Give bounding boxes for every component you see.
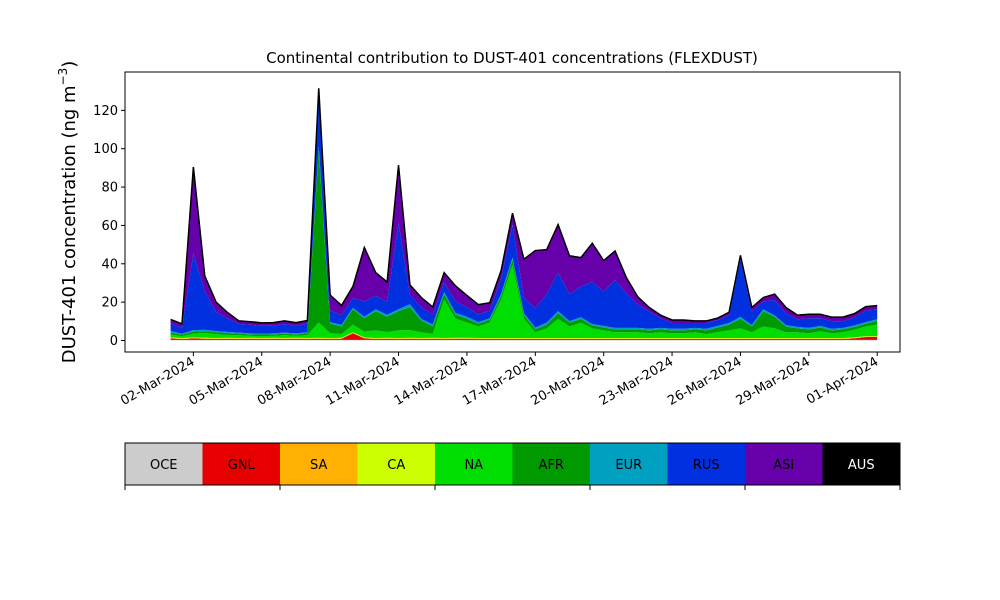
x-tick-label: 23-Mar-2024 (597, 354, 676, 408)
legend-swatch-gnl (202, 443, 280, 485)
legend-swatch-afr (512, 443, 590, 485)
x-tick-label: 26-Mar-2024 (665, 354, 744, 408)
y-tick-label: 0 (110, 334, 118, 349)
legend-swatch-aus (822, 443, 900, 485)
legend-label-sa: SA (310, 458, 327, 473)
area-gnl (170, 333, 878, 340)
legend-label-gnl: GNL (228, 458, 256, 473)
x-tick-label: 20-Mar-2024 (529, 354, 608, 408)
y-tick-label: 80 (101, 181, 118, 196)
legend-label-eur: EUR (615, 458, 642, 473)
total-line (170, 88, 878, 325)
legend-colorbar: OCE GNL SA CA NA AFR EUR RUS ASI AUS (124, 442, 901, 490)
x-tick-label: 05-Mar-2024 (187, 354, 266, 408)
legend-label-na: NA (464, 458, 483, 473)
y-tick-label: 40 (101, 257, 118, 272)
legend-swatch-sa (280, 443, 358, 485)
y-axis-label: DUST-401 concentration (ng m−3) (56, 61, 80, 364)
y-axis-label-close: ) (59, 61, 80, 68)
legend-swatch-oce (125, 443, 203, 485)
area-asi (170, 88, 878, 328)
x-tick-label: 11-Mar-2024 (323, 354, 402, 408)
legend-label-oce: OCE (150, 458, 178, 473)
x-tick-label: 01-Apr-2024 (804, 354, 881, 407)
chart-title: Continental contribution to DUST-401 con… (266, 49, 758, 67)
stacked-areas (170, 88, 878, 341)
legend-swatch-rus (667, 443, 745, 485)
legend-label-asi: ASI (773, 458, 794, 473)
legend-label-afr: AFR (539, 458, 564, 473)
legend-swatch-na (435, 443, 513, 485)
area-na (170, 265, 878, 338)
x-tick-label: 02-Mar-2024 (118, 354, 197, 408)
y-tick-label: 20 (101, 296, 118, 311)
x-tick-label: 29-Mar-2024 (734, 354, 813, 408)
x-tick-label: 17-Mar-2024 (460, 354, 539, 408)
x-axis-ticks: 02-Mar-202405-Mar-202408-Mar-202411-Mar-… (118, 352, 881, 409)
legend-swatch-ca (357, 443, 435, 485)
y-tick-label: 100 (93, 142, 118, 157)
legend-label-ca: CA (387, 458, 405, 473)
legend-swatch-eur (590, 443, 668, 485)
area-oce (170, 339, 878, 341)
legend-label-aus: AUS (848, 458, 875, 473)
legend-swatch-asi (745, 443, 823, 485)
legend-frame (124, 442, 901, 486)
y-axis-ticks: 0 20 40 60 80 100 120 (93, 104, 125, 349)
total-line-group (170, 88, 878, 325)
y-tick-label: 60 (101, 219, 118, 234)
legend-label-rus: RUS (693, 458, 720, 473)
plot-frame (124, 71, 901, 353)
y-axis-label-sup: −3 (56, 68, 70, 86)
y-tick-label: 120 (93, 104, 118, 119)
x-tick-label: 08-Mar-2024 (255, 354, 334, 408)
x-tick-label: 14-Mar-2024 (392, 354, 471, 408)
y-axis-label-main: DUST-401 concentration (ng m (59, 85, 80, 363)
